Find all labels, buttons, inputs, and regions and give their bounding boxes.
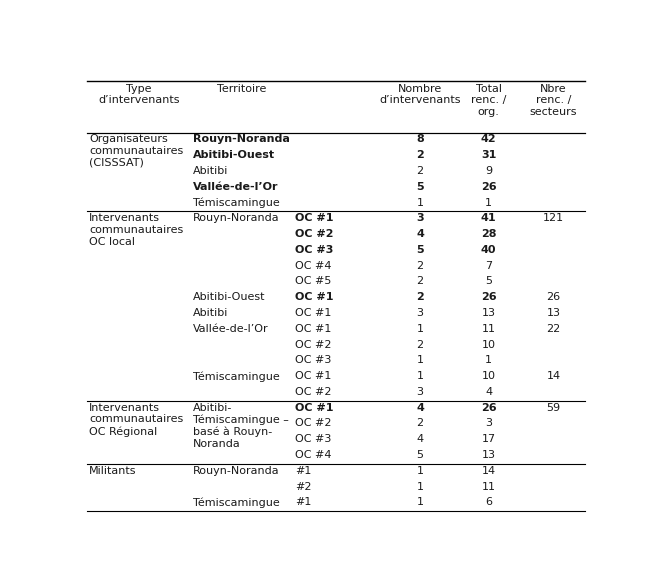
- Text: OC #1: OC #1: [295, 214, 333, 223]
- Text: 9: 9: [485, 166, 492, 176]
- Text: Organisateurs
communautaires
(CISSSAT): Organisateurs communautaires (CISSSAT): [89, 134, 184, 168]
- Text: 42: 42: [481, 134, 497, 144]
- Text: 41: 41: [481, 214, 497, 223]
- Text: OC #2: OC #2: [295, 418, 331, 428]
- Text: 4: 4: [416, 403, 424, 413]
- Text: Total
renc. /
org.: Total renc. / org.: [471, 84, 506, 117]
- Text: OC #3: OC #3: [295, 245, 333, 255]
- Text: Intervenants
communautaires
OC Régional: Intervenants communautaires OC Régional: [89, 403, 184, 436]
- Text: 26: 26: [481, 403, 497, 413]
- Text: 1: 1: [485, 197, 492, 208]
- Text: 1: 1: [485, 356, 492, 365]
- Text: Rouyn-Noranda: Rouyn-Noranda: [194, 466, 280, 476]
- Text: 2: 2: [417, 261, 424, 271]
- Text: OC #1: OC #1: [295, 308, 331, 318]
- Text: OC #1: OC #1: [295, 292, 333, 302]
- Text: Militants: Militants: [89, 466, 136, 476]
- Text: 11: 11: [482, 324, 496, 334]
- Text: 3: 3: [485, 418, 492, 428]
- Text: #2: #2: [295, 481, 312, 492]
- Text: 26: 26: [481, 182, 497, 192]
- Text: 2: 2: [417, 339, 424, 350]
- Text: 1: 1: [417, 466, 424, 476]
- Text: 3: 3: [417, 214, 424, 223]
- Text: Type
d’intervenants: Type d’intervenants: [98, 84, 180, 105]
- Text: 4: 4: [485, 387, 492, 397]
- Text: 2: 2: [417, 276, 424, 286]
- Text: 13: 13: [546, 308, 560, 318]
- Text: 5: 5: [417, 182, 424, 192]
- Text: 4: 4: [416, 229, 424, 239]
- Text: Rouyn-Noranda: Rouyn-Noranda: [194, 214, 280, 223]
- Text: 14: 14: [546, 371, 561, 381]
- Text: Abitibi-Ouest: Abitibi-Ouest: [194, 292, 266, 302]
- Text: 5: 5: [417, 245, 424, 255]
- Text: Vallée-de-l’Or: Vallée-de-l’Or: [194, 182, 279, 192]
- Text: 1: 1: [417, 356, 424, 365]
- Text: OC #4: OC #4: [295, 261, 331, 271]
- Text: OC #1: OC #1: [295, 324, 331, 334]
- Text: #1: #1: [295, 498, 312, 508]
- Text: OC #3: OC #3: [295, 356, 331, 365]
- Text: OC #4: OC #4: [295, 450, 331, 460]
- Text: 1: 1: [417, 324, 424, 334]
- Text: 2: 2: [417, 418, 424, 428]
- Text: Abitibi-Ouest: Abitibi-Ouest: [194, 150, 276, 160]
- Text: 59: 59: [546, 403, 561, 413]
- Text: 5: 5: [485, 276, 492, 286]
- Text: 2: 2: [416, 292, 424, 302]
- Text: 1: 1: [417, 197, 424, 208]
- Text: Intervenants
communautaires
OC local: Intervenants communautaires OC local: [89, 214, 184, 247]
- Text: 26: 26: [546, 292, 561, 302]
- Text: 11: 11: [482, 481, 496, 492]
- Text: 3: 3: [417, 308, 424, 318]
- Text: 8: 8: [416, 134, 424, 144]
- Text: 2: 2: [416, 150, 424, 160]
- Text: 14: 14: [482, 466, 496, 476]
- Text: 13: 13: [482, 308, 496, 318]
- Text: 40: 40: [481, 245, 497, 255]
- Text: Nbre
renc. /
secteurs: Nbre renc. / secteurs: [530, 84, 577, 117]
- Text: Abitibi-
Témiscamingue –
basé à Rouyn-
Noranda: Abitibi- Témiscamingue – basé à Rouyn- N…: [194, 403, 289, 449]
- Text: Rouyn-Noranda: Rouyn-Noranda: [194, 134, 290, 144]
- Text: 6: 6: [485, 498, 492, 508]
- Text: #1: #1: [295, 466, 312, 476]
- Text: Abitibi: Abitibi: [194, 166, 229, 176]
- Text: 2: 2: [417, 166, 424, 176]
- Text: 1: 1: [417, 498, 424, 508]
- Text: 7: 7: [485, 261, 492, 271]
- Text: 3: 3: [417, 387, 424, 397]
- Text: 5: 5: [417, 450, 424, 460]
- Text: 4: 4: [417, 434, 424, 444]
- Text: Abitibi: Abitibi: [194, 308, 229, 318]
- Text: OC #2: OC #2: [295, 339, 331, 350]
- Text: 28: 28: [481, 229, 497, 239]
- Text: OC #3: OC #3: [295, 434, 331, 444]
- Text: 10: 10: [482, 371, 496, 381]
- Text: Témiscamingue: Témiscamingue: [194, 371, 280, 382]
- Text: 22: 22: [546, 324, 561, 334]
- Text: 26: 26: [481, 292, 497, 302]
- Text: 1: 1: [417, 481, 424, 492]
- Text: OC #1: OC #1: [295, 371, 331, 381]
- Text: 13: 13: [482, 450, 496, 460]
- Text: Témiscamingue: Témiscamingue: [194, 197, 280, 208]
- Text: OC #2: OC #2: [295, 387, 331, 397]
- Text: 17: 17: [482, 434, 496, 444]
- Text: Territoire: Territoire: [217, 84, 267, 94]
- Text: OC #1: OC #1: [295, 403, 333, 413]
- Text: OC #5: OC #5: [295, 276, 331, 286]
- Text: 10: 10: [482, 339, 496, 350]
- Text: Nombre
d’intervenants: Nombre d’intervenants: [379, 84, 461, 105]
- Text: Témiscamingue: Témiscamingue: [194, 498, 280, 508]
- Text: 1: 1: [417, 371, 424, 381]
- Text: 31: 31: [481, 150, 497, 160]
- Text: OC #2: OC #2: [295, 229, 333, 239]
- Text: Vallée-de-l’Or: Vallée-de-l’Or: [194, 324, 269, 334]
- Text: 121: 121: [543, 214, 564, 223]
